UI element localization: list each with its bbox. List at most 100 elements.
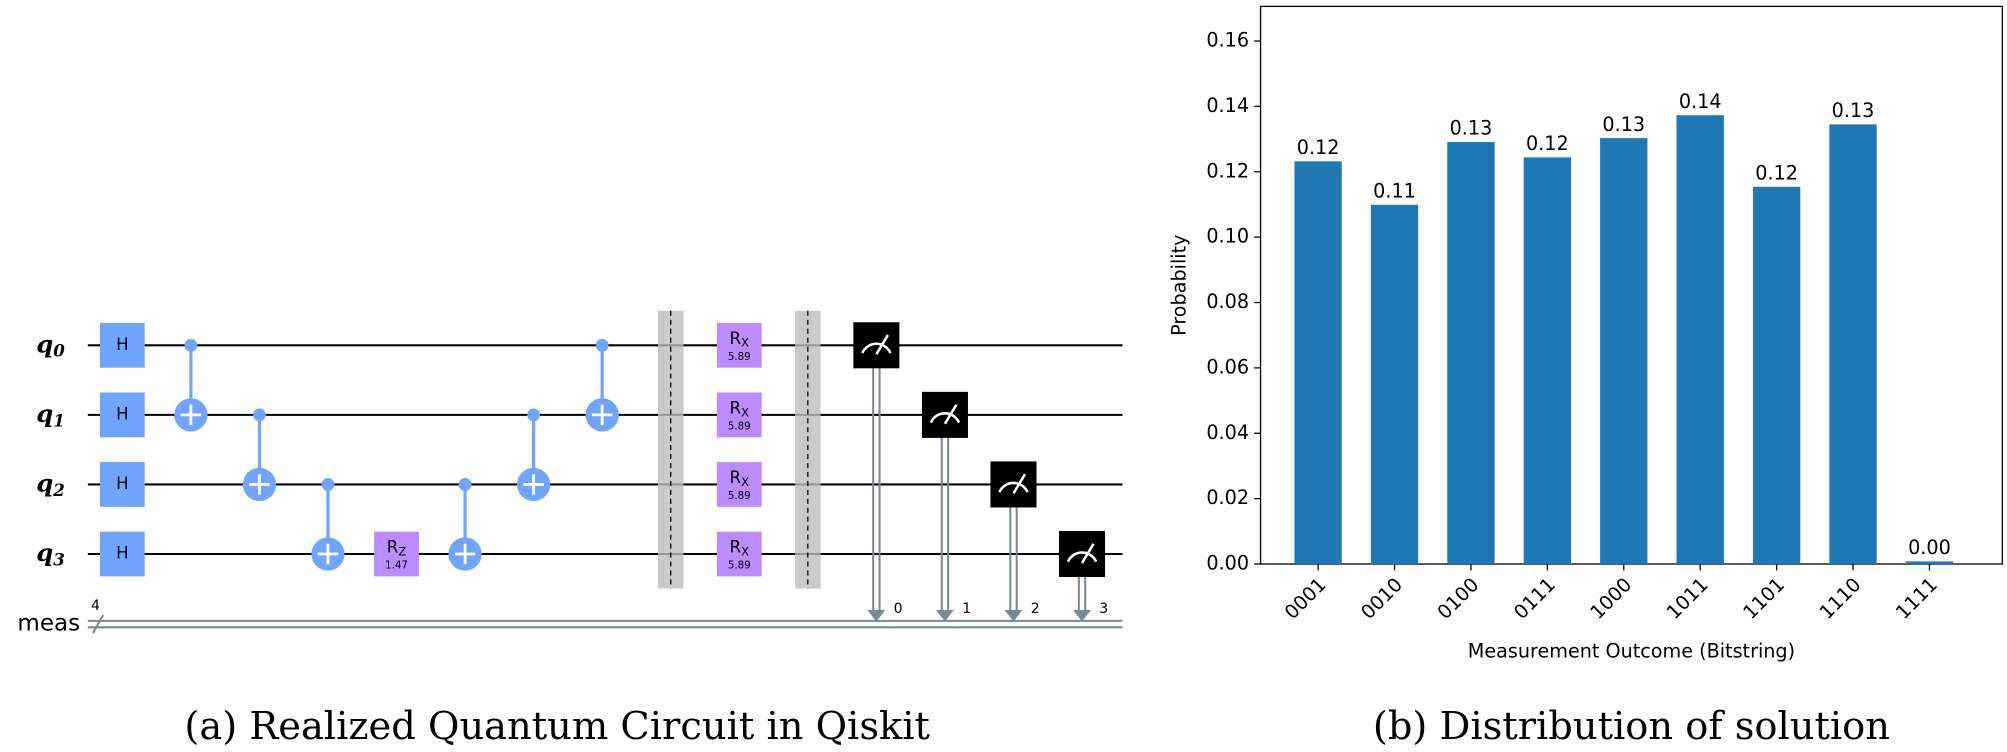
creg-size: 4 <box>91 598 100 614</box>
bar <box>1370 204 1419 564</box>
bar <box>1676 115 1724 565</box>
bar <box>1752 186 1801 564</box>
x-tick-label: 0010 <box>1356 573 1407 624</box>
gate-axis: X <box>741 474 749 488</box>
value-label: 0.14 <box>1679 90 1722 113</box>
gate-param: 5.89 <box>728 421 751 432</box>
gate-name: R <box>730 398 742 417</box>
h-gate <box>99 531 145 577</box>
value-label: 0.12 <box>1297 136 1340 159</box>
circuit-caption: (a) Realized Quantum Circuit in Qiskit <box>184 704 930 749</box>
cx-plus <box>454 543 476 565</box>
value-label: 0.13 <box>1602 113 1645 136</box>
bar <box>1294 161 1342 564</box>
h-gate <box>99 322 145 368</box>
gate-param: 5.89 <box>728 352 751 363</box>
rotation-gate <box>716 322 762 368</box>
gate-axis: X <box>741 405 749 419</box>
qubit-label: q1 <box>36 398 65 429</box>
x-tick-label: 0111 <box>1509 573 1560 624</box>
gate-label: RX <box>730 537 750 558</box>
measure-arrow <box>867 610 886 622</box>
cx-control <box>595 338 609 352</box>
bar <box>1829 124 1877 565</box>
qubit-name: q <box>36 468 53 497</box>
measure-gate <box>990 461 1037 508</box>
y-tick-label: 0.00 <box>1206 552 1249 575</box>
x-tick-label: 0001 <box>1280 573 1331 624</box>
value-label: 0.00 <box>1908 536 1951 559</box>
qubit-index: 2 <box>52 479 65 499</box>
measure-gate <box>853 322 900 369</box>
x-axis-label: Measurement Outcome (Bitstring) <box>1468 640 1795 663</box>
creg-label: meas <box>17 611 80 637</box>
cx-control <box>253 408 266 422</box>
measure-meter <box>998 473 1029 495</box>
gate-name: R <box>730 537 742 556</box>
rotation-gate <box>716 531 762 577</box>
cx-control <box>527 408 541 422</box>
cx-plus <box>591 404 613 426</box>
cx-plus <box>523 474 544 495</box>
bar <box>1905 561 1954 564</box>
y-tick-label: 0.04 <box>1206 421 1249 444</box>
y-tick-label: 0.08 <box>1206 290 1249 313</box>
qubit-index: 0 <box>53 340 65 360</box>
value-label: 0.13 <box>1832 99 1875 122</box>
y-tick-label: 0.02 <box>1206 486 1249 509</box>
measure-gate <box>1059 531 1106 578</box>
gate-param: 1.47 <box>385 561 408 572</box>
gate-name: R <box>387 537 399 556</box>
x-tick-label: 0100 <box>1433 573 1484 624</box>
gate-axis: Z <box>398 544 406 558</box>
bar <box>1600 138 1648 564</box>
measure-gate <box>921 391 968 438</box>
gate-label: H <box>116 544 129 563</box>
measure-bit: 3 <box>1099 601 1108 617</box>
y-tick-label: 0.12 <box>1206 159 1249 182</box>
gate-label: H <box>116 474 129 493</box>
measure-meter <box>929 403 961 425</box>
y-axis-label: Probability <box>1167 235 1190 336</box>
value-label: 0.12 <box>1526 132 1569 155</box>
qubit-name: q <box>36 329 53 358</box>
measure-bit: 0 <box>894 601 903 617</box>
gate-param: 5.89 <box>728 491 751 502</box>
value-label: 0.13 <box>1450 117 1493 140</box>
qubit-index: 3 <box>53 549 65 569</box>
bar <box>1523 157 1572 564</box>
x-tick-label: 1000 <box>1586 573 1637 624</box>
cx-plus <box>249 474 270 495</box>
rotation-gate <box>716 392 762 438</box>
y-tick-label: 0.06 <box>1206 355 1249 378</box>
gate-label: H <box>116 335 129 354</box>
qubit-name: q <box>36 398 53 427</box>
gate-name: R <box>730 468 742 487</box>
creg-slash <box>92 614 105 634</box>
gate-name: R <box>730 328 742 347</box>
h-gate <box>99 462 145 507</box>
measure-arrow <box>1073 610 1091 622</box>
cx-control <box>458 478 472 491</box>
gate-label: RX <box>730 468 750 489</box>
y-tick-label: 0.10 <box>1206 225 1249 248</box>
x-tick-label: 1110 <box>1815 573 1866 624</box>
bar <box>1447 142 1495 564</box>
chart-caption: (b) Distribution of solution <box>1373 704 1890 749</box>
h-gate <box>99 392 145 438</box>
qubit-label: q0 <box>36 329 65 360</box>
gate-axis: X <box>741 544 749 558</box>
measure-bit: 2 <box>1031 601 1040 617</box>
gate-axis: X <box>741 335 749 349</box>
measure-meter <box>861 334 892 355</box>
cx-plus <box>317 543 339 565</box>
gate-label: RX <box>730 398 750 419</box>
x-tick-label: 1101 <box>1738 573 1789 624</box>
gate-label: H <box>116 404 129 423</box>
measure-arrow <box>935 610 954 622</box>
value-label: 0.12 <box>1755 162 1798 185</box>
gate-label: RZ <box>387 537 407 558</box>
qubit-label: q3 <box>36 538 65 569</box>
measure-bit: 1 <box>962 601 971 617</box>
cx-plus <box>180 404 202 426</box>
